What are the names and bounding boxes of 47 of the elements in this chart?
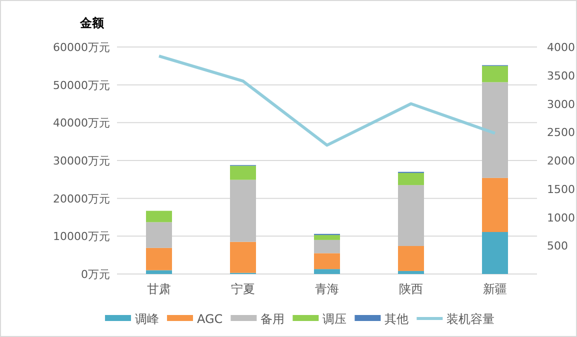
y-tick-label: 40000万元: [53, 116, 110, 130]
line-series: [158, 54, 496, 147]
x-tick-label: 宁夏: [231, 282, 255, 296]
bar: [398, 246, 424, 271]
bar: [398, 172, 424, 186]
y-axis-title: 金额: [79, 16, 105, 30]
legend-label: 备用: [260, 312, 285, 326]
x-tick-label: 新疆: [483, 282, 507, 296]
bar: [146, 248, 172, 270]
bar: [230, 166, 256, 180]
bar: [146, 270, 172, 274]
y2-tick-label: 1500: [547, 182, 575, 196]
y2-tick-label: 1000: [547, 211, 575, 224]
y-tick-label: 50000万元: [53, 78, 110, 92]
bar: [146, 210, 172, 222]
x-tick-label: 陕西: [399, 282, 423, 296]
bar: [314, 235, 340, 240]
bar: [482, 232, 508, 274]
y-tick-label: 10000万元: [53, 230, 110, 244]
y2-tick-label: 500: [547, 240, 568, 253]
bar: [482, 82, 508, 178]
bar: [230, 242, 256, 273]
bar: [482, 178, 508, 232]
bar: [146, 222, 172, 248]
y-tick-label: 30000万元: [53, 154, 110, 168]
legend-label: 其他: [384, 312, 409, 326]
bar: [398, 270, 424, 274]
bar: [314, 240, 340, 254]
y2-tick-label: 4000: [547, 41, 575, 54]
y2-tick-label: 2000: [547, 154, 575, 168]
x-tick-label: 青海: [315, 282, 339, 296]
legend-label: 调压: [322, 312, 347, 326]
bar: [482, 66, 508, 82]
y2-tick-label: 2500: [547, 126, 575, 140]
y-tick-label: 20000万元: [53, 192, 110, 206]
y2-tick-label: 3500: [547, 69, 575, 82]
bar: [398, 185, 424, 246]
x-tick-label: 甘肃: [147, 282, 171, 296]
legend-label: 调峰: [135, 312, 159, 326]
y-tick-label: 0万元: [81, 268, 110, 281]
legend-label: AGC: [197, 312, 223, 326]
bar: [314, 269, 340, 274]
y2-tick-label: 3000: [547, 98, 575, 111]
legend-label: 装机容量: [446, 312, 495, 326]
y-tick-label: 60000万元: [53, 41, 110, 54]
bar: [314, 253, 340, 270]
bar: [230, 180, 256, 242]
